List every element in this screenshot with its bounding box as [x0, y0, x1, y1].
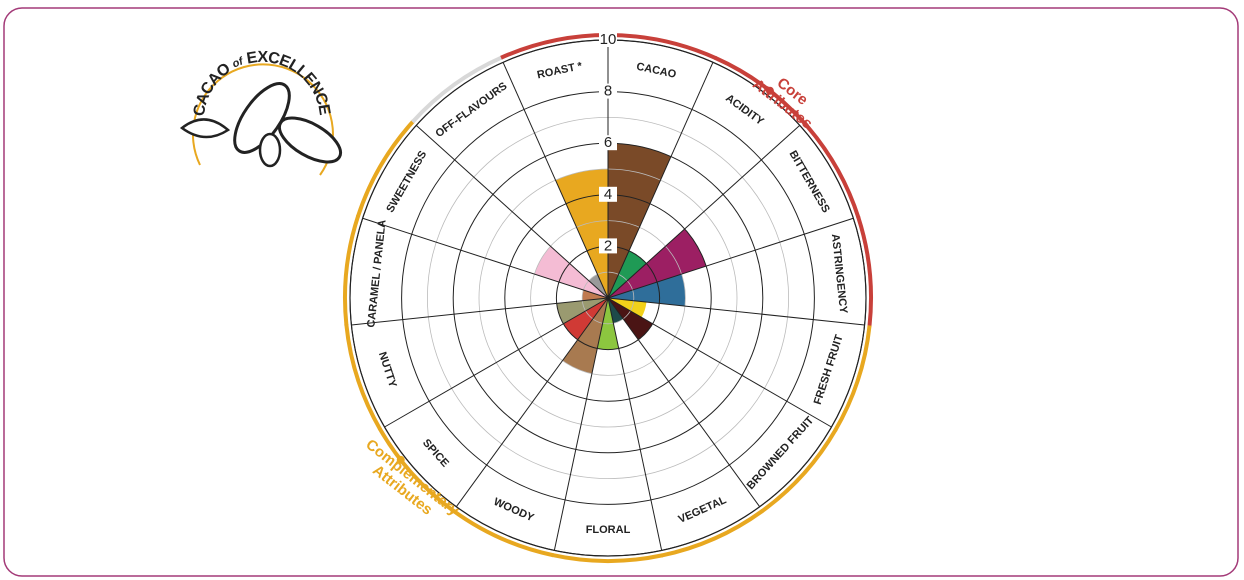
group-ring [343, 214, 361, 326]
wedge [556, 298, 608, 324]
group-ring [411, 55, 504, 124]
r-tick-label: 2 [604, 237, 612, 254]
group-ring [760, 428, 838, 514]
group-ring [714, 55, 806, 125]
tick-bg [599, 238, 617, 254]
wedge [608, 298, 653, 340]
spoke [362, 217, 609, 299]
spoke [607, 297, 865, 326]
logo-bean [258, 132, 282, 168]
group-ring [660, 509, 764, 558]
wedge [534, 246, 608, 298]
r-tick-label: 10 [600, 31, 617, 48]
spoke [502, 62, 609, 299]
wedge [555, 169, 608, 298]
category-label: FLORAL [586, 524, 631, 536]
spoke [351, 297, 609, 326]
wedge [582, 290, 608, 301]
wedge [608, 298, 624, 324]
spoke [607, 297, 761, 508]
tick-bg [599, 186, 617, 202]
r-tick-label: 8 [604, 83, 612, 100]
logo-bean [277, 116, 343, 164]
spoke [607, 297, 832, 428]
group-ring [344, 323, 382, 431]
r-tick-label: 6 [604, 134, 612, 151]
tick-bg [599, 83, 617, 99]
spoke [553, 297, 609, 551]
tick-bg [599, 135, 617, 151]
wedge [608, 250, 647, 298]
wedge [608, 298, 647, 318]
group-ring [451, 508, 554, 558]
spoke [455, 297, 609, 508]
wedge [608, 143, 671, 298]
spoke [415, 124, 609, 299]
group-ring [377, 427, 455, 513]
spoke [607, 297, 663, 551]
group-ring [833, 325, 872, 432]
group-dot [396, 455, 405, 464]
logo-leaf [179, 118, 231, 139]
wedge [608, 274, 686, 307]
wedge [562, 298, 608, 374]
spoke [607, 124, 801, 299]
logo-bean [233, 82, 291, 154]
spoke [384, 297, 609, 428]
spoke [607, 62, 714, 299]
tick-bg [599, 32, 617, 47]
wedge [563, 298, 608, 340]
spoke [607, 217, 854, 299]
group-ring [551, 553, 664, 563]
group-dot [765, 86, 774, 95]
group-ring [355, 119, 415, 218]
group-ring [607, 33, 718, 61]
wedge [608, 228, 707, 298]
r-tick-label: 4 [604, 186, 612, 203]
wedge [588, 274, 608, 298]
group-ring [856, 216, 873, 328]
group-ring [801, 120, 861, 219]
